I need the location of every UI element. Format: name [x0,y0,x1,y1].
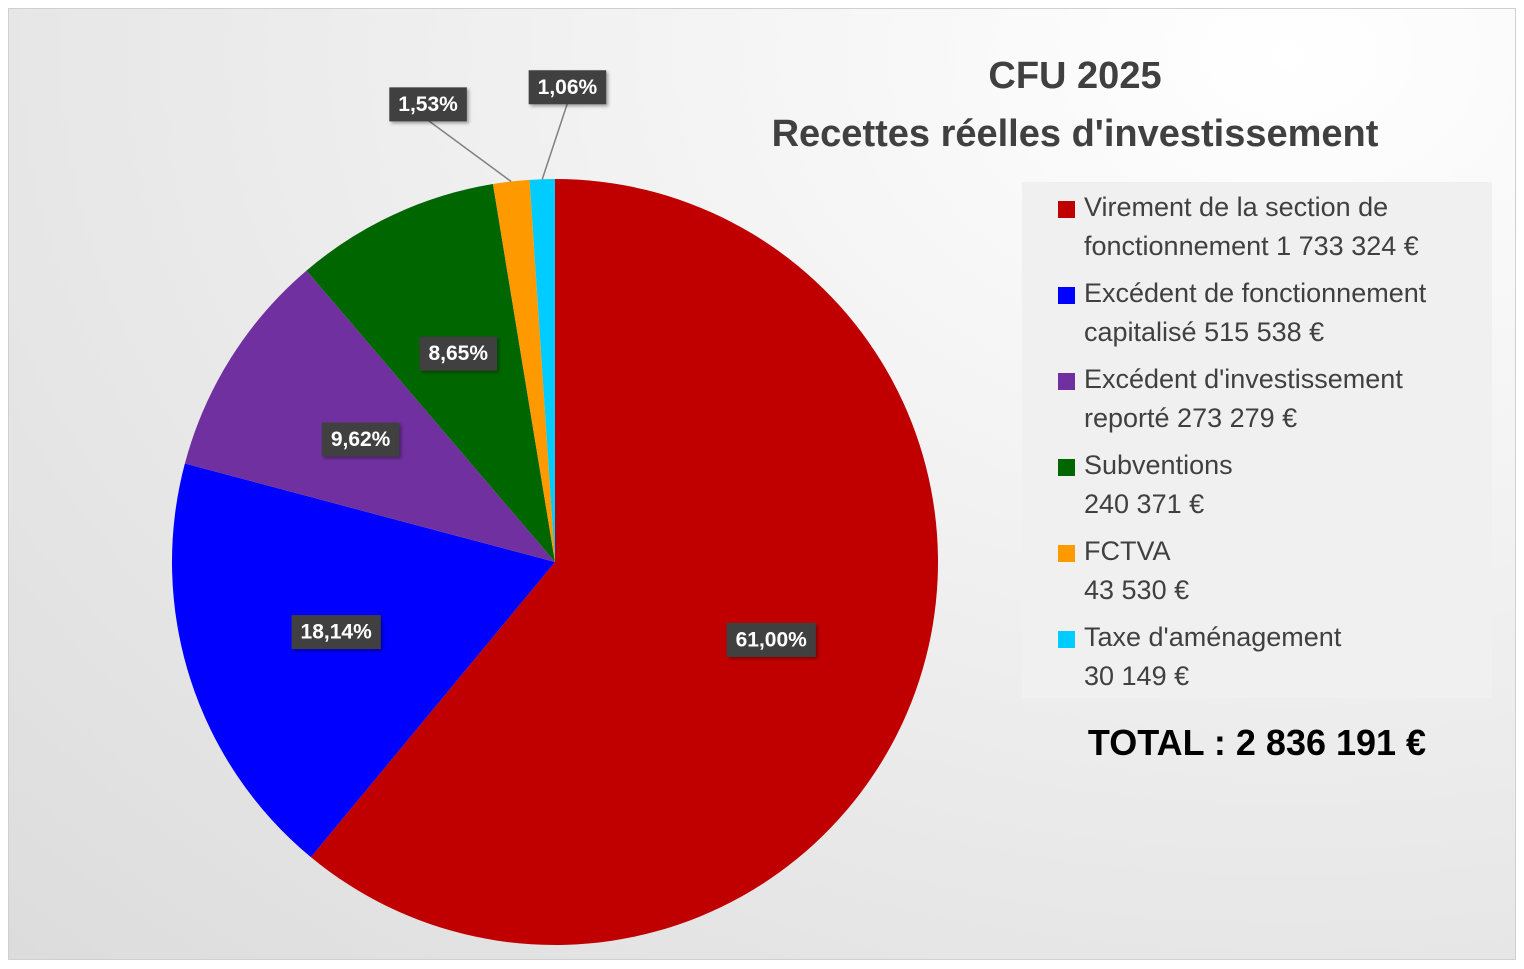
legend-label: Excédent de fonctionnement capitalisé 51… [1084,278,1427,347]
data-label-text: 61,00% [736,628,808,651]
total-annotation: TOTAL : 2 836 191 € [1087,722,1427,763]
pie-slice [310,179,939,945]
data-label: 61,00% [726,622,816,657]
legend-swatch [1058,459,1075,476]
pie-slice [172,463,556,858]
data-label-box [726,622,816,657]
data-label-text: 18,14% [301,621,373,644]
data-label-box [389,87,467,122]
legend-swatch [1058,287,1075,304]
data-label-text: 8,65% [428,342,488,365]
pie-slice [529,179,555,562]
legend-swatch [1058,631,1075,648]
legend-swatch [1058,201,1075,218]
legend-label: Taxe d'aménagement 30 149 € [1084,622,1342,691]
legend-label: Excédent d'investissement reporté 273 27… [1084,364,1403,433]
data-label: 9,62% [321,422,400,457]
pie-slice [184,270,556,562]
data-label-text: 1,06% [538,76,598,99]
legend-entry: FCTVA 43 530 € [1058,532,1492,610]
legend-entry: Excédent d'investissement reporté 273 27… [1058,360,1492,438]
legend-label: Virement de la section de fonctionnement… [1084,192,1419,261]
data-label: 1,06% [528,70,607,105]
data-label-box [419,336,498,371]
legend-swatch [1058,545,1075,562]
data-label-box [291,615,381,650]
pie-slice [492,179,555,563]
data-label-text: 9,62% [331,428,391,451]
legend: Virement de la section de fonctionnement… [1022,182,1492,698]
chart-title: CFU 2025 [988,55,1161,97]
data-label-box [528,70,607,105]
leader-line [541,103,569,180]
leader-line [427,119,512,183]
legend-label: Subventions 240 371 € [1084,450,1233,519]
data-label: 8,65% [419,336,498,371]
legend-entry: Taxe d'aménagement 30 149 € [1058,618,1492,696]
data-label: 1,53% [389,87,467,122]
legend-entry: Virement de la section de fonctionnement… [1058,188,1492,266]
data-label-text: 1,53% [398,93,458,116]
legend-entry: Excédent de fonctionnement capitalisé 51… [1058,274,1492,352]
legend-swatch [1058,373,1075,390]
legend-entry: Subventions 240 371 € [1058,446,1492,524]
data-label-box [321,422,400,457]
legend-label: FCTVA 43 530 € [1084,536,1190,605]
pie-slice [306,184,555,562]
data-label: 18,14% [291,615,381,650]
chart-subtitle: Recettes réelles d'investissement [772,113,1379,155]
